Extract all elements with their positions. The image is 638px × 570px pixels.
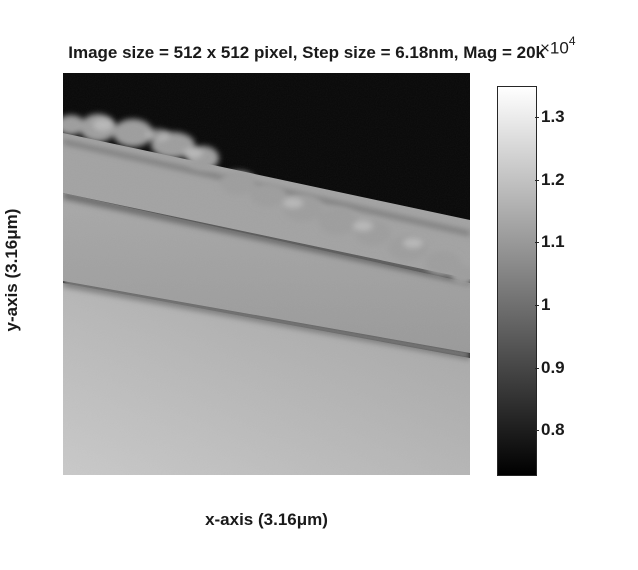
colorbar-tick <box>535 430 539 431</box>
sem-image-graphic <box>63 73 470 475</box>
colorbar-gradient <box>497 86 537 476</box>
colorbar-exponent-power: 4 <box>569 34 576 48</box>
colorbar-tick <box>535 117 539 118</box>
colorbar-exponent: ×104 <box>540 36 576 59</box>
colorbar-tick-label: 1 <box>541 296 550 314</box>
figure-title: Image size = 512 x 512 pixel, Step size … <box>0 43 545 63</box>
y-axis-label: y-axis (3.16μm) <box>2 200 22 340</box>
colorbar-tick-label: 0.9 <box>541 359 565 377</box>
colorbar-tick-label: 0.8 <box>541 421 565 439</box>
colorbar-tick <box>535 305 539 306</box>
colorbar-tick <box>535 180 539 181</box>
image-noise-overlay <box>63 73 470 475</box>
colorbar-tick <box>535 368 539 369</box>
colorbar-exponent-base: ×10 <box>540 39 569 58</box>
colorbar-tick-label: 1.3 <box>541 108 565 126</box>
x-axis-label: x-axis (3.16μm) <box>63 510 470 530</box>
colorbar-tick-label: 1.2 <box>541 171 565 189</box>
colorbar-tick-label: 1.1 <box>541 233 565 251</box>
colorbar-tick <box>535 242 539 243</box>
microscopy-image <box>63 73 470 475</box>
colorbar: 1.3 1.2 1.1 1 0.9 0.8 <box>497 86 537 474</box>
